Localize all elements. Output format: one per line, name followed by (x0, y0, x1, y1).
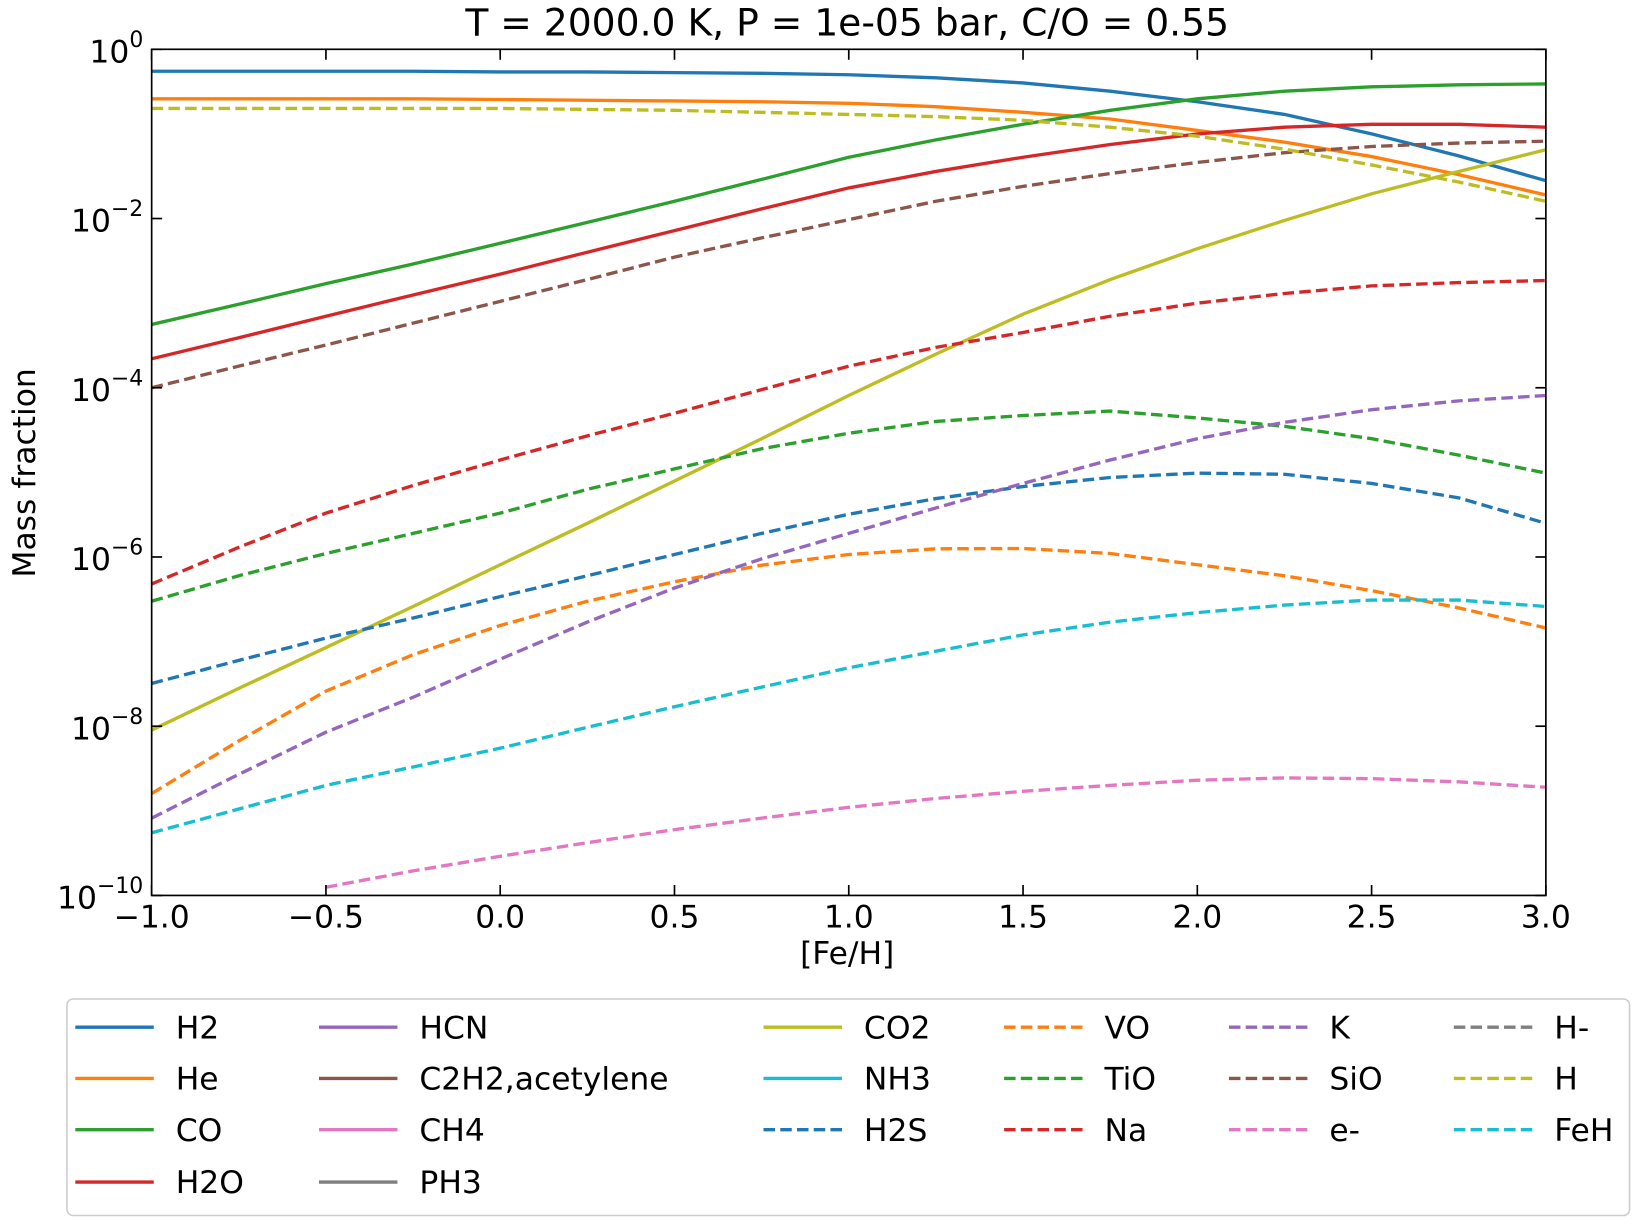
x-tick-label: 0.0 (475, 899, 525, 935)
x-tick-label: 2.0 (1172, 899, 1222, 935)
y-tick-label: 10−2 (71, 197, 143, 240)
legend-frame (66, 998, 1631, 1217)
x-axis-label: [Fe/H] (800, 936, 894, 972)
legend-label: CO (176, 1113, 223, 1149)
legend-label: C2H2,acetylene (419, 1062, 668, 1098)
legend-label: CH4 (419, 1113, 484, 1149)
legend-label: Na (1104, 1113, 1147, 1149)
x-tick-label: 3.0 (1521, 899, 1571, 935)
series-line (325, 776, 1546, 889)
legend-label: H- (1554, 1010, 1589, 1046)
legend-label: CO2 (864, 1010, 931, 1046)
y-tick-label: 10−4 (71, 366, 143, 409)
series-line (151, 393, 1546, 820)
x-tick-label: −1.0 (114, 899, 190, 935)
y-tick-label: 10−6 (71, 536, 143, 579)
legend-label: HCN (419, 1010, 488, 1046)
legend-label: VO (1104, 1010, 1150, 1046)
x-tick-label: −0.5 (288, 899, 364, 935)
y-tick-label: 10−10 (57, 874, 143, 917)
legend-label: FeH (1554, 1113, 1613, 1149)
x-tick-label: 2.5 (1347, 899, 1397, 935)
series-line (151, 546, 1546, 795)
legend-label: SiO (1329, 1062, 1382, 1098)
chart-title: T = 2000.0 K, P = 1e-05 bar, C/O = 0.55 (464, 1, 1229, 45)
legend-label: H2O (176, 1165, 244, 1201)
x-tick-label: 1.0 (824, 899, 874, 935)
legend-label: e- (1329, 1113, 1360, 1149)
plot-lines (151, 69, 1546, 889)
series-line (151, 409, 1546, 603)
legend-label: K (1329, 1010, 1351, 1046)
legend-label: H2 (176, 1010, 220, 1046)
legend-label: H (1554, 1062, 1578, 1098)
series-line (151, 69, 1546, 183)
series-line (151, 106, 1546, 203)
legend-label: H2S (864, 1113, 927, 1149)
y-tick-label: 100 (89, 28, 143, 71)
series-line (151, 82, 1546, 327)
legend-label: PH3 (419, 1165, 481, 1201)
legend-label: He (176, 1062, 219, 1098)
y-axis-label: Mass fraction (7, 368, 43, 577)
series-line (151, 97, 1546, 197)
y-tick-label: 10−8 (71, 705, 143, 748)
plot-frame (150, 48, 1547, 897)
legend-label: NH3 (864, 1062, 931, 1098)
series-line (151, 139, 1546, 390)
series-line (151, 148, 1546, 732)
series-line (151, 598, 1546, 835)
x-tick-label: 0.5 (650, 899, 700, 935)
series-line (151, 122, 1546, 361)
series-line (151, 471, 1546, 686)
x-tick-label: 1.5 (998, 899, 1048, 935)
legend-label: TiO (1103, 1062, 1156, 1098)
